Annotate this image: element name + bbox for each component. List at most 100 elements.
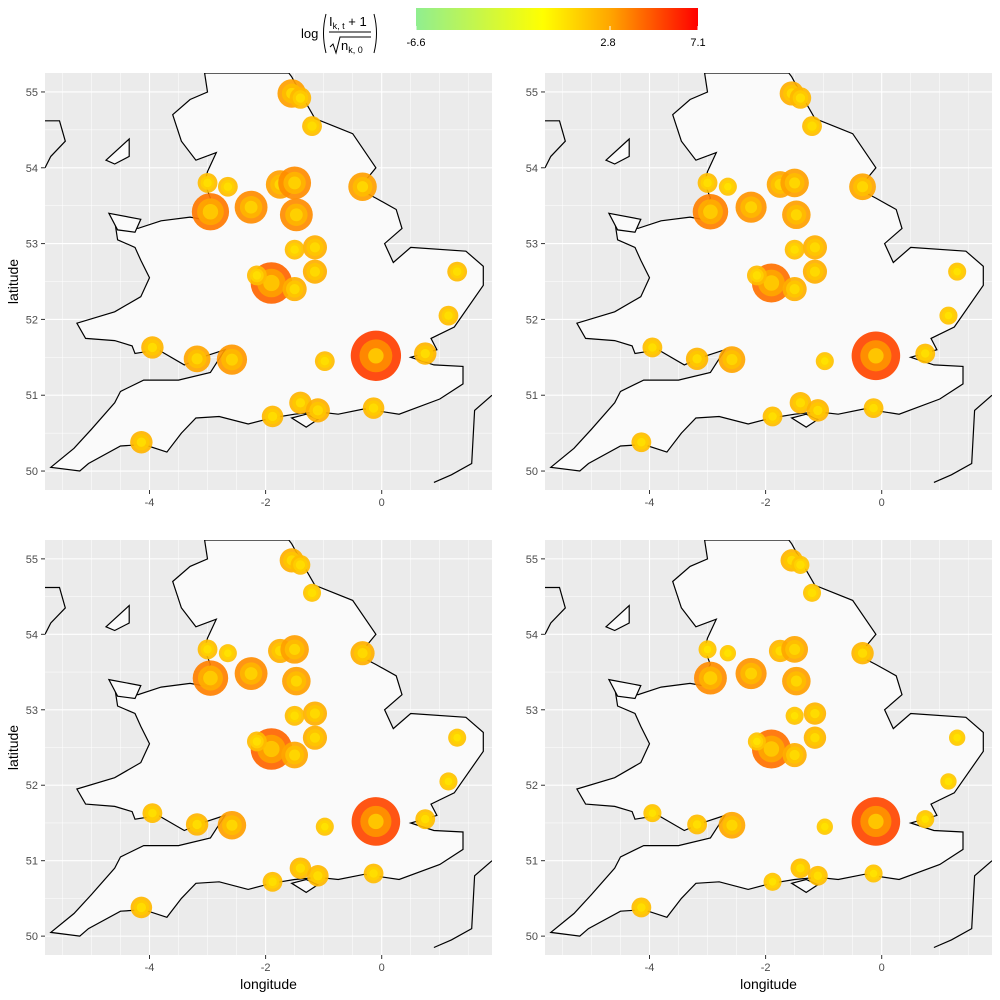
x-axis-title: longitude (740, 976, 797, 992)
point-ring-inner (796, 560, 805, 570)
point-ring-inner (796, 863, 805, 873)
data-point (439, 772, 458, 791)
axes: -4 -2 0 50 51 52 53 54 55 latitude (5, 87, 385, 509)
isle-of-man-coast (104, 604, 130, 632)
point-ring-inner (789, 177, 801, 189)
x-tick-label: -4 (145, 497, 155, 509)
point-ring-inner (790, 711, 799, 720)
point-ring-inner (868, 813, 884, 830)
point-ring-inner (202, 204, 219, 220)
x-tick-label: 0 (879, 962, 885, 974)
point-ring-inner (225, 353, 238, 366)
data-point (302, 701, 328, 726)
data-points (631, 81, 967, 453)
point-ring-inner (703, 671, 718, 685)
point-ring-inner (203, 178, 212, 188)
point-ring-inner (637, 903, 646, 912)
point-ring-inner (420, 348, 430, 359)
point-ring-inner (795, 93, 806, 103)
point-ring-inner (953, 733, 961, 742)
ireland-coast (545, 120, 566, 169)
point-ring-inner (288, 176, 302, 190)
ireland-coast (545, 586, 566, 635)
point-ring-inner (223, 182, 233, 191)
data-point (789, 87, 812, 109)
data-point (781, 636, 809, 663)
point-ring-inner (809, 266, 821, 277)
data-point (747, 732, 766, 751)
data-point (280, 635, 309, 664)
x-tick-label: -2 (761, 962, 771, 974)
data-point (289, 87, 312, 109)
data-point (363, 863, 384, 884)
point-ring-inner (420, 814, 430, 824)
data-point (785, 706, 804, 725)
point-ring-inner (136, 902, 147, 913)
data-point (130, 431, 153, 454)
legend-mid-label: 2.8 (600, 37, 615, 49)
point-ring-inner (637, 437, 646, 447)
point-ring-inner (868, 348, 884, 364)
x-tick-label: -4 (645, 962, 655, 974)
data-point (350, 641, 375, 666)
point-ring-inner (703, 645, 712, 654)
legend-formula: log Ik, t + 1 nk, 0 (301, 13, 377, 55)
point-ring-inner (810, 708, 820, 719)
data-points (631, 549, 966, 918)
data-point (191, 193, 230, 231)
data-point (351, 797, 401, 846)
point-ring-inner (252, 737, 262, 746)
anglesey-coast (107, 212, 142, 233)
ireland-coast (45, 586, 66, 635)
point-ring-inner (648, 809, 657, 817)
point-ring-inner (869, 403, 878, 413)
data-point (305, 398, 330, 423)
data-point (802, 583, 822, 602)
y-tick-label: 51 (526, 390, 538, 402)
point-ring-inner (648, 343, 657, 352)
data-point (807, 865, 828, 886)
data-point (284, 239, 305, 260)
data-point (851, 797, 901, 846)
point-ring-inner (295, 398, 306, 408)
data-point (315, 817, 334, 836)
data-point (802, 259, 828, 284)
data-point (438, 305, 459, 326)
formula-denominator: nk, 0 (341, 38, 363, 55)
formula-left-paren (323, 13, 327, 54)
point-ring-inner (453, 733, 461, 742)
data-point (307, 864, 329, 887)
point-ring-inner (810, 733, 820, 743)
y-tick-label: 51 (526, 856, 538, 868)
data-point (631, 897, 652, 918)
point-ring-inner (726, 819, 738, 831)
map-panel-4: -4 -2 0 50 51 52 53 54 55 longitude (526, 540, 992, 992)
data-point (631, 432, 652, 453)
point-ring-inner (795, 398, 806, 408)
y-tick-label: 53 (26, 705, 38, 717)
y-tick-label: 54 (26, 629, 38, 641)
data-point (246, 731, 267, 752)
point-ring-inner (920, 349, 930, 358)
point-ring-inner (807, 121, 817, 131)
point-ring-inner (192, 819, 202, 830)
data-point (762, 406, 783, 427)
formula-log: log (301, 26, 318, 41)
france-coast (933, 860, 992, 949)
data-point (849, 173, 876, 201)
data-point (348, 172, 377, 201)
data-point (197, 173, 218, 193)
anglesey-coast (607, 212, 642, 233)
point-ring-inner (745, 667, 758, 680)
data-point (694, 661, 727, 695)
y-tick-label: 53 (526, 239, 538, 251)
data-point (915, 343, 936, 364)
point-ring-inner (312, 405, 323, 416)
data-point (803, 726, 827, 749)
point-ring-inner (789, 749, 800, 761)
map-panel-3: -4 -2 0 50 51 52 53 54 55 longitude latitude (5, 540, 492, 992)
point-ring-inner (320, 356, 330, 366)
isle-of-man-coast (604, 604, 630, 632)
y-tick-label: 51 (26, 390, 38, 402)
